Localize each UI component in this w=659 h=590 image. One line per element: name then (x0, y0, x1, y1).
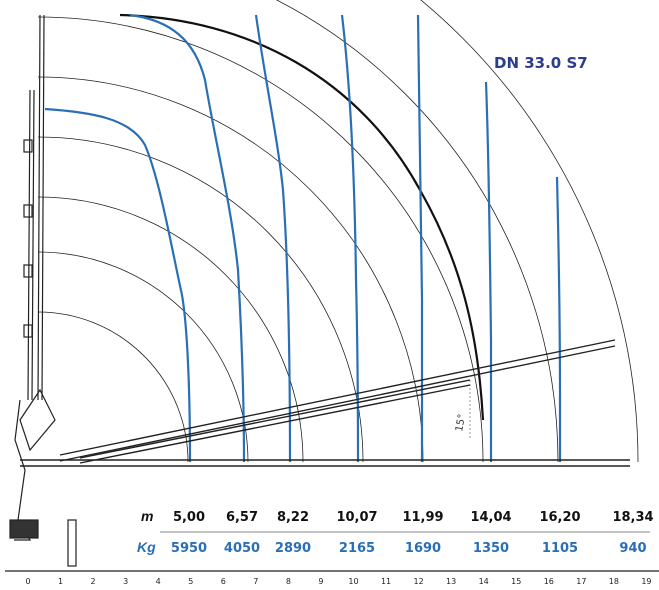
x-axis-tick-label: 7 (253, 577, 258, 586)
reach-value: 16,20 (539, 510, 580, 525)
load-curve-2165 (340, 14, 360, 463)
load-row-label: Kg (137, 539, 156, 555)
reach-value: 5,00 (173, 510, 205, 525)
reach-value: 11,99 (402, 510, 443, 525)
x-axis-tick-label: 17 (576, 577, 586, 586)
x-axis-tick-label: 15 (511, 577, 521, 586)
x-axis-tick-label: 11 (381, 577, 391, 586)
load-curve-1690 (416, 14, 424, 462)
max-reach-envelope-arc (119, 13, 485, 421)
load-curve-1350 (484, 81, 493, 462)
load-curves (44, 13, 562, 463)
angle-marker: 15° (454, 380, 471, 440)
load-value: 2165 (339, 541, 375, 556)
x-axis-ticks: 0 1 2 3 4 5 6 7 8 9 10 11 12 13 14 15 16 17 18 19 (25, 577, 651, 586)
reach-value: 6,57 (226, 510, 258, 525)
angle-label: 15° (454, 413, 468, 432)
crane-column (9, 14, 77, 567)
x-axis-tick-label: 12 (414, 577, 424, 586)
x-axis-tick-label: 5 (188, 577, 193, 586)
reach-arc (37, 196, 304, 463)
x-axis-tick-label: 18 (609, 577, 619, 586)
reach-row-label: m (141, 508, 153, 524)
reach-value: 10,07 (336, 510, 377, 525)
x-axis-tick-label: 9 (318, 577, 323, 586)
load-value: 1690 (405, 541, 441, 556)
load-value: 5950 (171, 541, 207, 556)
reach-value: 14,04 (470, 510, 511, 525)
x-axis-tick-label: 0 (25, 577, 30, 586)
load-curve-1105 (555, 176, 562, 462)
load-value: 4050 (224, 541, 260, 556)
x-axis-tick-label: 6 (221, 577, 226, 586)
x-axis-tick-label: 8 (286, 577, 291, 586)
reach-value: 18,34 (612, 510, 653, 525)
booms (20, 339, 630, 467)
load-curve-5950 (44, 107, 192, 463)
x-axis-tick-label: 13 (446, 577, 456, 586)
load-value: 1105 (542, 541, 578, 556)
load-value: 1350 (473, 541, 509, 556)
x-axis-tick-label: 2 (91, 577, 96, 586)
reach-arc (420, 0, 639, 463)
reach-row: 5,00 6,57 8,22 10,07 11,99 14,04 16,20 18,34 (173, 510, 654, 525)
reach-arc (37, 136, 364, 463)
x-axis-tick-label: 4 (156, 577, 161, 586)
x-axis-tick-label: 14 (479, 577, 489, 586)
load-value: 2890 (275, 541, 311, 556)
load-curve-4050 (129, 13, 246, 463)
x-axis-tick-label: 19 (641, 577, 651, 586)
x-axis-tick-label: 10 (348, 577, 358, 586)
load-curve-2890 (254, 14, 292, 463)
load-row: 5950 4050 2890 2165 1690 1350 1105 940 (171, 541, 647, 556)
x-axis-tick-label: 3 (123, 577, 128, 586)
load-value: 940 (619, 541, 646, 556)
x-axis-tick-label: 16 (544, 577, 554, 586)
model-title: DN 33.0 S7 (494, 54, 588, 72)
reach-arc (37, 76, 424, 463)
reach-arc (275, 0, 559, 463)
reach-value: 8,22 (277, 510, 309, 525)
x-axis-tick-label: 1 (58, 577, 63, 586)
